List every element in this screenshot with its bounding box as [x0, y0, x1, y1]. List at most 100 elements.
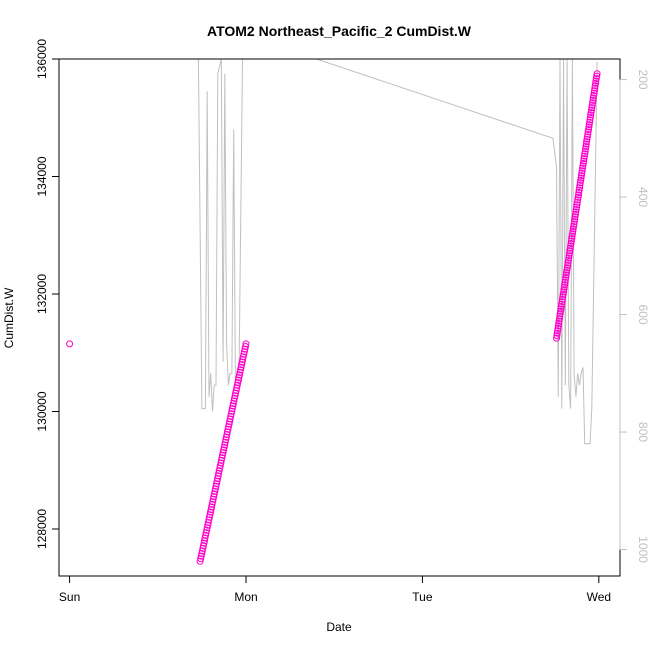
y2-tick-label: 1000 [636, 536, 650, 563]
data-point [568, 232, 576, 240]
data-point [233, 384, 241, 392]
y-tick-label: 136000 [35, 39, 49, 79]
data-point [203, 526, 211, 534]
data-point [201, 537, 208, 545]
data-point [556, 312, 564, 320]
data-point [216, 464, 224, 472]
data-point [570, 223, 578, 230]
data-point [218, 454, 226, 462]
data-point [230, 397, 238, 405]
data-point [588, 104, 596, 112]
y-tick-label: 130000 [35, 391, 49, 431]
data-point [584, 130, 592, 138]
data-point [220, 446, 228, 454]
data-point [573, 201, 581, 209]
data-point [215, 469, 223, 477]
data-point [591, 84, 599, 92]
data-point [204, 521, 212, 529]
data-point [588, 101, 596, 109]
data-point [234, 379, 242, 387]
data-point [196, 557, 204, 565]
data-point [581, 150, 589, 158]
data-point [208, 503, 216, 511]
data-point [216, 462, 224, 470]
data-point [562, 271, 570, 279]
data-point [219, 449, 227, 457]
data-point [242, 340, 250, 348]
y2-tick-label: 800 [636, 422, 650, 442]
data-point [560, 283, 568, 291]
data-point [564, 261, 572, 269]
data-point [582, 143, 590, 150]
data-point [556, 310, 564, 318]
x-tick-label: Mon [234, 590, 257, 604]
data-point [578, 169, 586, 177]
data-point [561, 278, 569, 286]
data-point [572, 208, 580, 216]
data-point [199, 544, 207, 552]
data-point [214, 472, 222, 480]
data-point [579, 162, 587, 170]
data-point [566, 244, 574, 252]
data-point [590, 89, 598, 97]
data-point [575, 191, 582, 199]
data-point [561, 281, 569, 289]
y-tick-label: 134000 [35, 156, 49, 196]
data-point [214, 475, 222, 482]
data-point [565, 254, 573, 262]
data-point [202, 531, 210, 539]
x-axis-label: Date [326, 620, 352, 634]
data-point [570, 220, 578, 228]
depth-line [197, 58, 598, 445]
data-point [554, 324, 562, 332]
data-point [573, 198, 581, 206]
data-point [238, 358, 246, 366]
data-point [572, 206, 580, 213]
data-point [66, 340, 74, 348]
data-point [577, 174, 585, 182]
data-point [582, 145, 589, 153]
data-point [207, 506, 215, 514]
data-point [569, 227, 577, 235]
data-point [574, 196, 582, 204]
data-point [198, 547, 206, 555]
data-point [576, 179, 584, 187]
data-point [571, 215, 579, 223]
data-point [567, 242, 575, 250]
chart-title: ATOM2 Northeast_Pacific_2 CumDist.W [207, 23, 472, 39]
data-point [206, 511, 214, 519]
data-point [225, 420, 233, 428]
data-point [222, 436, 230, 444]
data-point [560, 288, 568, 296]
data-point [589, 94, 597, 102]
data-point [235, 371, 243, 379]
y2-tick-label: 400 [636, 187, 650, 207]
data-point [589, 99, 597, 107]
data-point [568, 235, 576, 243]
data-point [197, 555, 205, 563]
y2-tick-label: 200 [636, 70, 650, 90]
data-point [563, 266, 571, 274]
data-point [564, 259, 572, 267]
data-point [554, 327, 562, 335]
data-point [223, 431, 231, 438]
data-point [229, 400, 237, 407]
data-point [199, 542, 207, 550]
data-point [567, 240, 575, 247]
data-point [221, 438, 229, 446]
data-point [226, 418, 234, 426]
y2-tick-label: 600 [636, 305, 650, 325]
axis-layer: Sun Mon Tue Wed 128000 130000 132000 134000 1360… [35, 39, 650, 604]
data-point [592, 75, 600, 82]
data-point [211, 485, 219, 493]
x-tick-label: Wed [587, 590, 611, 604]
data-point [562, 273, 570, 281]
data-point [239, 356, 247, 363]
data-point [591, 82, 599, 90]
data-point [556, 315, 563, 323]
data-point [200, 539, 208, 547]
data-point [231, 394, 238, 402]
data-point [240, 350, 248, 358]
data-point [212, 482, 220, 490]
